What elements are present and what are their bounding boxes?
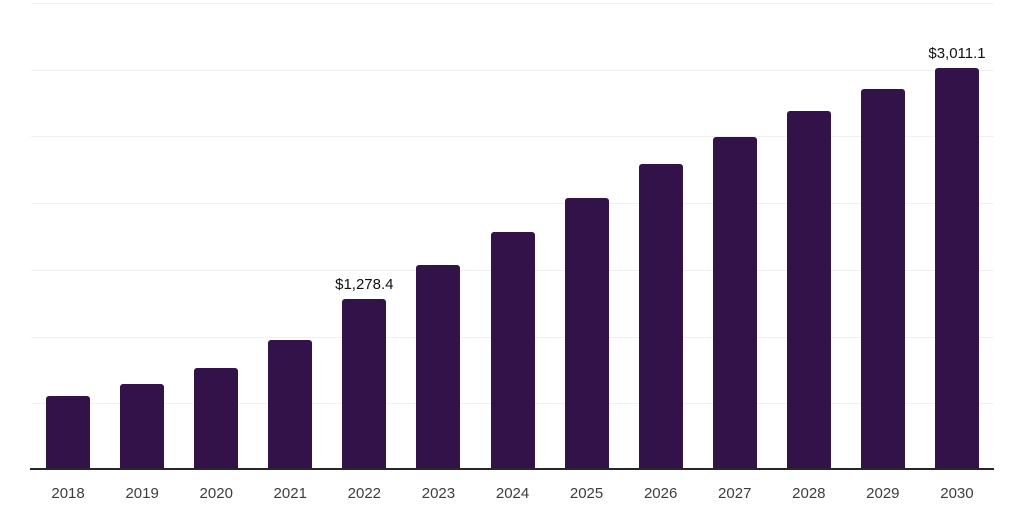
bar-2018	[46, 396, 90, 470]
x-tick-label-2019: 2019	[125, 485, 159, 502]
x-axis-line	[30, 468, 994, 470]
bar-2019	[120, 384, 165, 470]
value-label-2030: $3,011.1	[928, 45, 986, 63]
bar-2026	[638, 164, 683, 470]
x-tick-label-2022: 2022	[347, 485, 382, 502]
bar-2024	[490, 231, 535, 470]
x-tick-label-2030: 2030	[940, 485, 974, 502]
x-tick-label-2020: 2020	[199, 485, 233, 502]
bar-2025	[564, 198, 609, 470]
x-tick-label-2023: 2023	[421, 485, 456, 502]
bar-2022	[342, 299, 387, 470]
gridline-3000	[31, 70, 994, 71]
bar-2023	[416, 264, 461, 470]
x-tick-label-2028: 2028	[792, 485, 826, 502]
x-tick-label-2025: 2025	[569, 485, 604, 502]
gridline-3500	[31, 3, 994, 4]
bar-2029	[860, 89, 905, 470]
bar-2020	[194, 368, 239, 470]
x-tick-label-2024: 2024	[495, 485, 530, 502]
x-tick-label-2026: 2026	[643, 485, 678, 502]
value-label-2022: $1,278.4	[335, 276, 394, 294]
gridline-2000	[31, 203, 994, 204]
bar-2021	[268, 339, 313, 470]
bar-2027	[712, 137, 757, 470]
x-tick-label-2029: 2029	[866, 485, 900, 502]
x-tick-label-2021: 2021	[273, 485, 307, 502]
x-tick-label-2018: 2018	[51, 485, 85, 502]
x-tick-label-2027: 2027	[718, 485, 752, 502]
bar-2028	[786, 111, 831, 470]
bar-2030	[935, 68, 979, 470]
gridline-2500	[31, 136, 994, 137]
